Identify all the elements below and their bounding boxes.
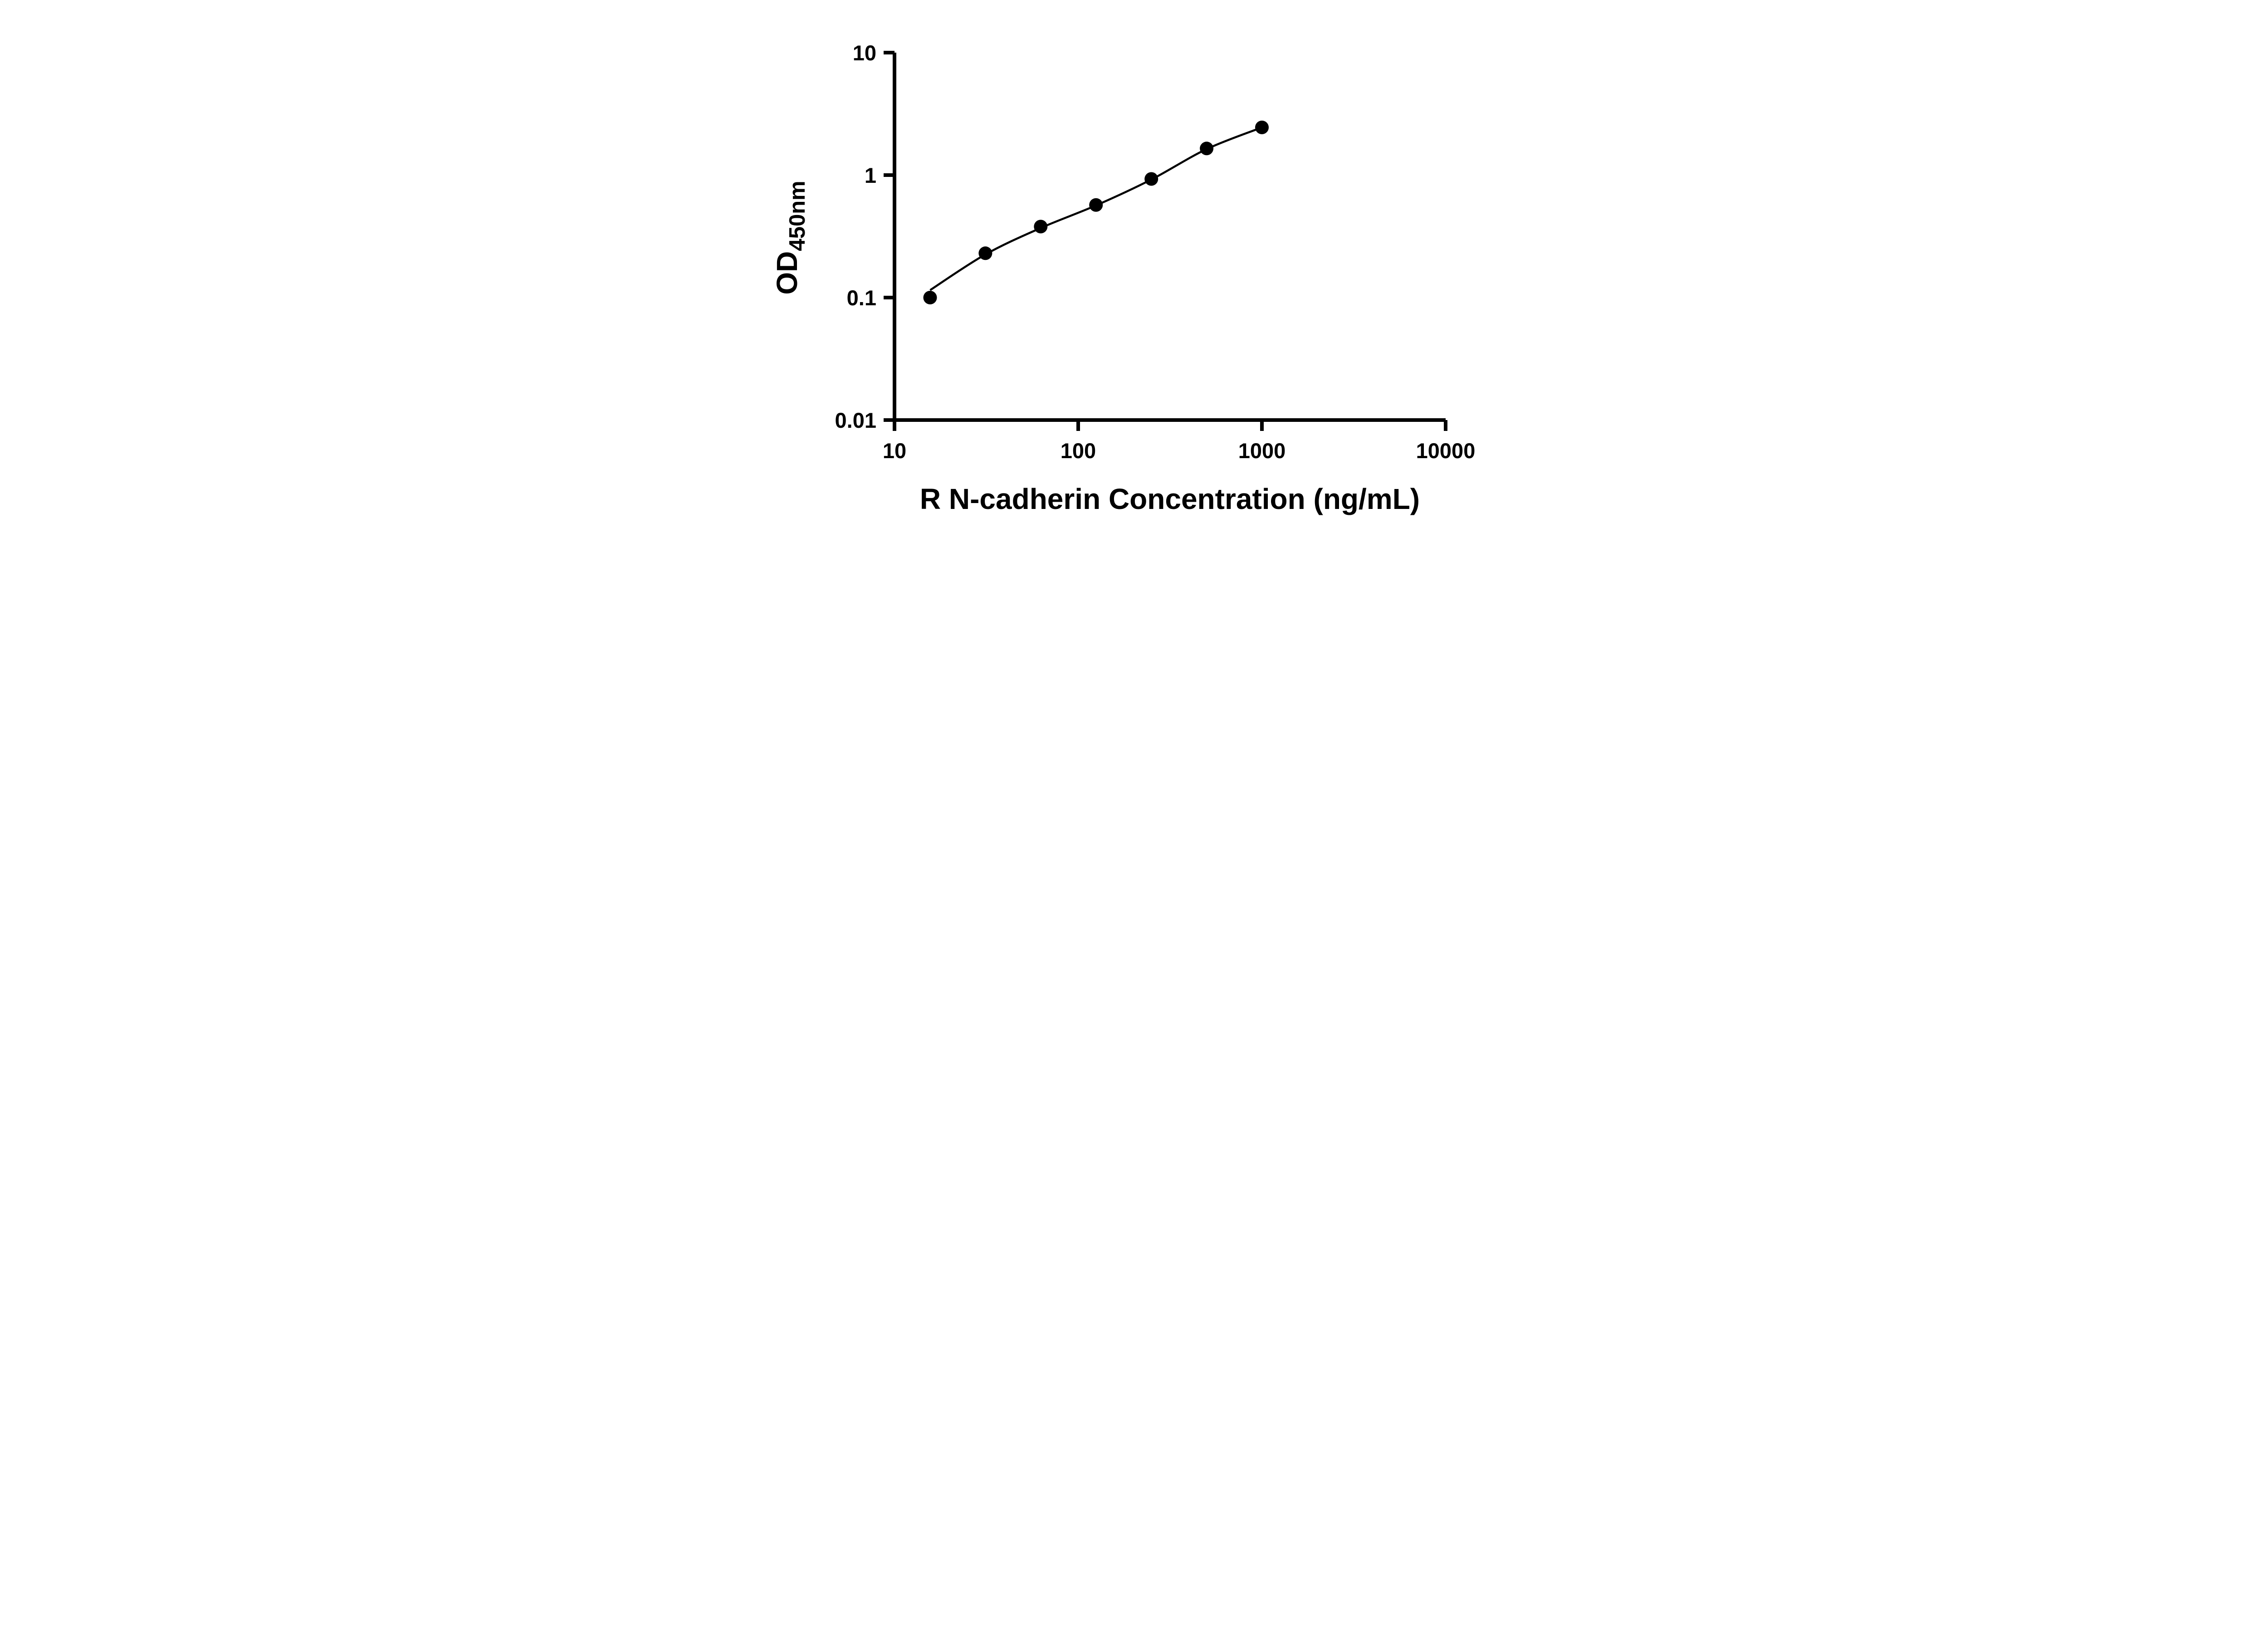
x-axis-title: R N-cadherin Concentration (ng/mL): [920, 483, 1420, 515]
y-tick-label: 10: [853, 41, 876, 65]
x-tick-label: 10: [883, 439, 906, 463]
y-axis-title-main: OD: [771, 251, 803, 295]
tick-labels: 10 100 1000 10000 0.01 0.1 1 10: [835, 41, 1476, 463]
standard-curve-chart: 10 100 1000 10000 0.01 0.1 1 10 R N-cadherin Co…: [771, 41, 1476, 515]
y-axis-title-sub: 450nm: [785, 181, 810, 251]
y-axis-title: OD450nm: [771, 181, 810, 294]
x-tick-label: 100: [1061, 439, 1096, 463]
data-point: [978, 246, 992, 260]
data-point: [1034, 220, 1048, 234]
data-points-group: [923, 120, 1269, 304]
data-point: [1089, 198, 1103, 212]
elisa-standard-curve-figure: 10 100 1000 10000 0.01 0.1 1 10 R N-cadherin Co…: [746, 0, 1522, 544]
y-tick-label: 0.1: [847, 286, 876, 310]
axes: [893, 53, 1446, 422]
data-point: [1200, 142, 1214, 156]
axis-frame: [893, 53, 1446, 422]
data-point: [1255, 120, 1269, 134]
x-tick-label: 10000: [1416, 439, 1476, 463]
tick-marks: [884, 51, 1447, 431]
x-tick-label: 1000: [1238, 439, 1286, 463]
y-tick-label: 1: [865, 163, 876, 187]
data-point: [923, 291, 937, 304]
data-point: [1144, 172, 1158, 186]
y-tick-label: 0.01: [835, 408, 876, 432]
